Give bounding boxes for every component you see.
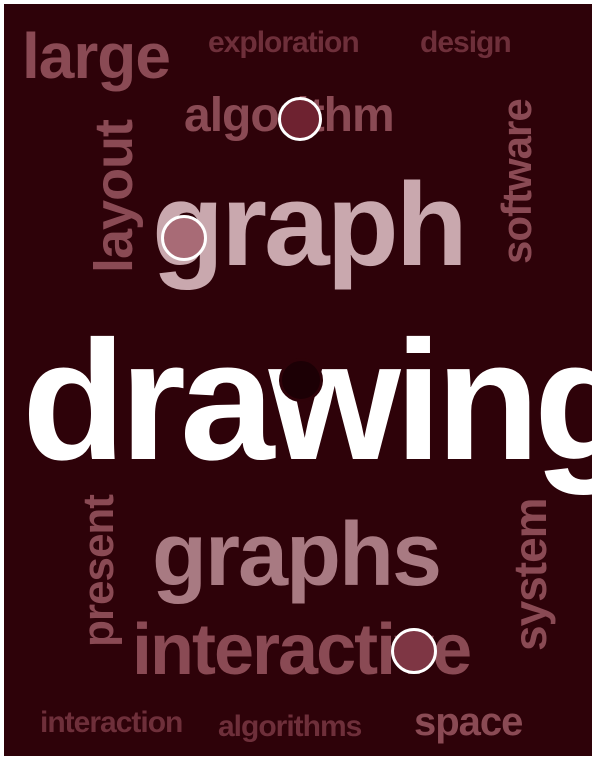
word-space: space [414, 700, 523, 744]
word-present: present [74, 495, 123, 647]
word-large: large [22, 20, 171, 92]
word-graphs: graphs [152, 505, 442, 605]
word-exploration: exploration [208, 26, 360, 59]
marker-dot-2[interactable] [161, 215, 207, 261]
word-layout: layout [84, 119, 144, 273]
word-graph: graph [152, 159, 468, 291]
word-system: system [504, 498, 556, 651]
word-software: software [493, 99, 540, 264]
marker-dot-1[interactable] [278, 97, 322, 141]
word-interaction: interaction [40, 706, 183, 739]
word-algorithms: algorithms [218, 710, 362, 743]
marker-dot-4[interactable] [391, 628, 437, 674]
word-design: design [420, 26, 512, 59]
word-cloud: large exploration design algorithm layou… [4, 4, 592, 756]
marker-dot-3[interactable] [279, 358, 323, 402]
